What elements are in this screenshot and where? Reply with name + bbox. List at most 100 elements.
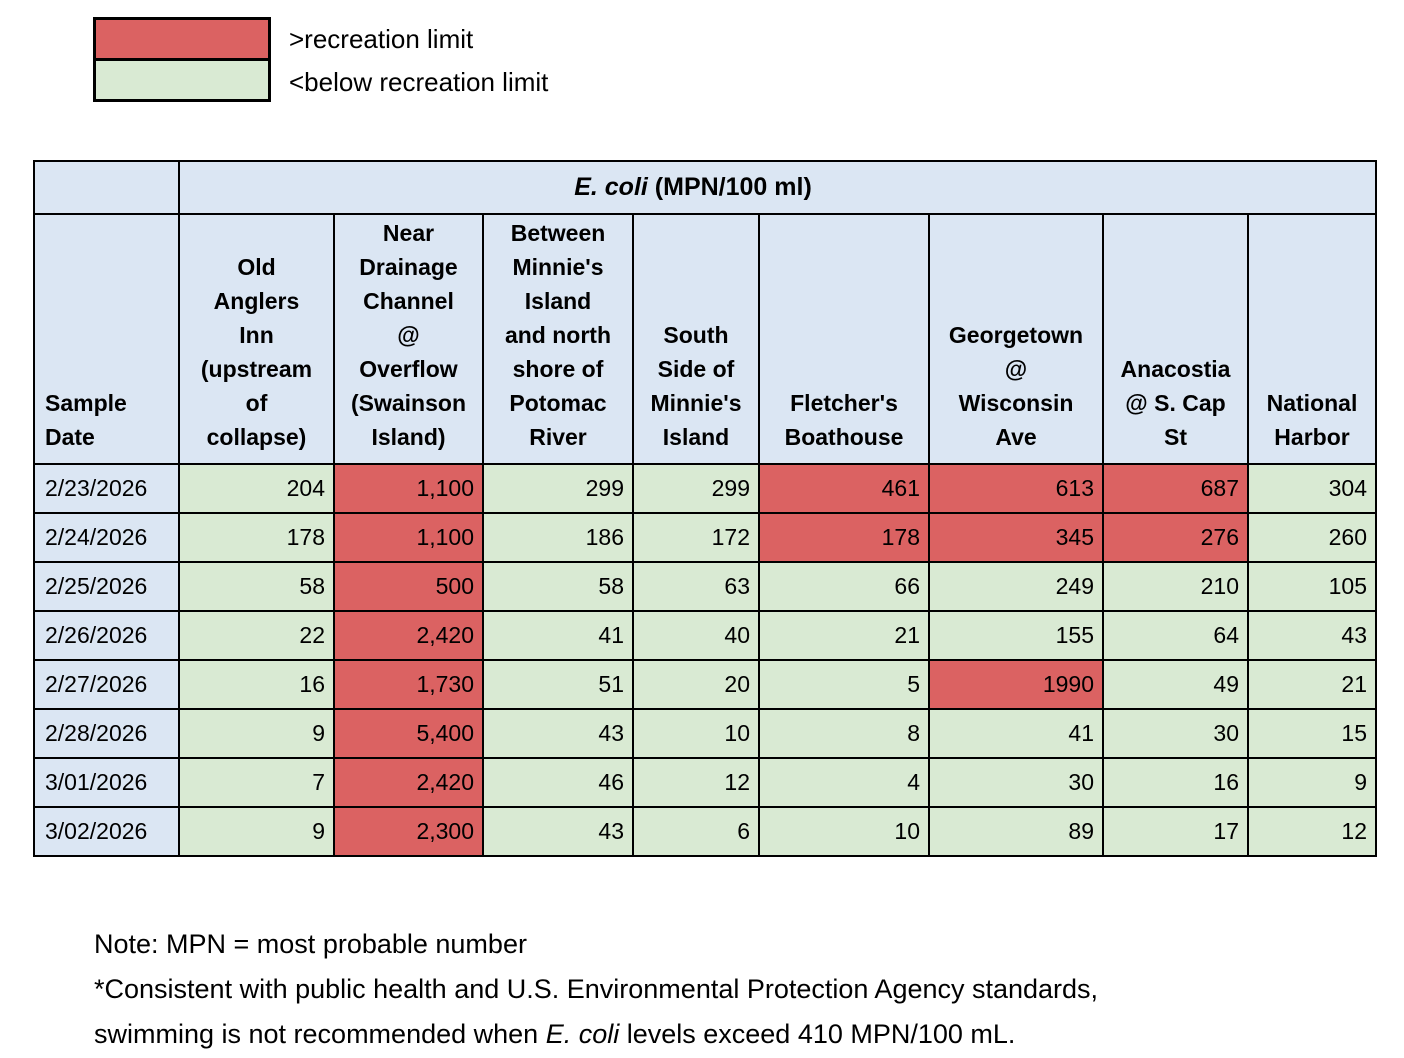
above-limit-label: >recreation limit xyxy=(289,24,474,54)
value-cell: 9 xyxy=(1247,757,1377,808)
value-cell: 2,420 xyxy=(333,610,484,661)
note-epa-standard-line2: swimming is not recommended when E. coli… xyxy=(94,1019,1016,1049)
value-cell: 461 xyxy=(758,463,930,514)
value-cell: 16 xyxy=(1102,757,1249,808)
value-cell: 260 xyxy=(1247,512,1377,563)
value-cell: 178 xyxy=(758,512,930,563)
value-cell: 9 xyxy=(178,708,335,759)
site-header-4: Fletcher's Boathouse xyxy=(758,213,930,465)
value-cell: 41 xyxy=(928,708,1104,759)
value-cell: 276 xyxy=(1102,512,1249,563)
value-cell: 43 xyxy=(1247,610,1377,661)
value-cell: 1990 xyxy=(928,659,1104,710)
table-row: 2/26/2026 22 2,420 41 40 21 155 64 43 xyxy=(33,610,1377,661)
sample-date-cell: 2/26/2026 xyxy=(33,610,180,661)
value-cell: 58 xyxy=(178,561,335,612)
table-row: 3/02/2026 9 2,300 43 6 10 89 17 12 xyxy=(33,806,1377,857)
note-mpn-definition: Note: MPN = most probable number xyxy=(94,929,527,959)
sample-date-cell: 3/02/2026 xyxy=(33,806,180,857)
value-cell: 49 xyxy=(1102,659,1249,710)
note-epa-standard-line1: *Consistent with public health and U.S. … xyxy=(94,974,1099,1004)
ecoli-data-grid: E. coli (MPN/100 ml) Sample Date Old Angle… xyxy=(33,160,1377,857)
value-cell: 500 xyxy=(333,561,484,612)
value-cell: 51 xyxy=(482,659,634,710)
value-cell: 66 xyxy=(758,561,930,612)
value-cell: 20 xyxy=(632,659,760,710)
value-cell: 12 xyxy=(632,757,760,808)
value-cell: 178 xyxy=(178,512,335,563)
ecoli-table: E. coli (MPN/100 ml) Sample Date Old Angle… xyxy=(33,160,1377,857)
value-cell: 249 xyxy=(928,561,1104,612)
value-cell: 1,100 xyxy=(333,512,484,563)
table-row: 3/01/2026 7 2,420 46 12 4 30 16 9 xyxy=(33,757,1377,808)
value-cell: 12 xyxy=(1247,806,1377,857)
table-row: 2/25/2026 58 500 58 63 66 249 210 105 xyxy=(33,561,1377,612)
value-cell: 43 xyxy=(482,708,634,759)
below-limit-swatch xyxy=(93,58,271,102)
value-cell: 22 xyxy=(178,610,335,661)
table-title: E. coli (MPN/100 ml) xyxy=(178,160,1377,215)
value-cell: 10 xyxy=(632,708,760,759)
legend-item-above-limit: >recreation limit xyxy=(93,17,548,61)
value-cell: 15 xyxy=(1247,708,1377,759)
value-cell: 30 xyxy=(1102,708,1249,759)
value-cell: 155 xyxy=(928,610,1104,661)
sample-date-cell: 3/01/2026 xyxy=(33,757,180,808)
table-row: 2/24/2026 178 1,100 186 172 178 345 276 260 xyxy=(33,512,1377,563)
sample-date-cell: 2/28/2026 xyxy=(33,708,180,759)
value-cell: 46 xyxy=(482,757,634,808)
sample-date-cell: 2/23/2026 xyxy=(33,463,180,514)
site-header-3: South Side of Minnie's Island xyxy=(632,213,760,465)
value-cell: 345 xyxy=(928,512,1104,563)
value-cell: 63 xyxy=(632,561,760,612)
value-cell: 16 xyxy=(178,659,335,710)
site-header-0: Old Anglers Inn (upstream of collapse) xyxy=(178,213,335,465)
value-cell: 9 xyxy=(178,806,335,857)
value-cell: 30 xyxy=(928,757,1104,808)
value-cell: 105 xyxy=(1247,561,1377,612)
corner-blank-cell xyxy=(33,160,180,215)
value-cell: 186 xyxy=(482,512,634,563)
value-cell: 64 xyxy=(1102,610,1249,661)
legend-item-below-limit: <below recreation limit xyxy=(93,58,549,102)
value-cell: 210 xyxy=(1102,561,1249,612)
site-header-5: Georgetown @ Wisconsin Ave xyxy=(928,213,1104,465)
value-cell: 58 xyxy=(482,561,634,612)
value-cell: 21 xyxy=(758,610,930,661)
value-cell: 4 xyxy=(758,757,930,808)
legend: >recreation limit <below recreation limi… xyxy=(93,17,548,102)
value-cell: 204 xyxy=(178,463,335,514)
value-cell: 5,400 xyxy=(333,708,484,759)
sample-date-cell: 2/25/2026 xyxy=(33,561,180,612)
table-row: 2/23/2026 204 1,100 299 299 461 613 687 304 xyxy=(33,463,1377,514)
value-cell: 299 xyxy=(482,463,634,514)
value-cell: 1,100 xyxy=(333,463,484,514)
value-cell: 5 xyxy=(758,659,930,710)
table-row: 2/27/2026 16 1,730 51 20 5 1990 49 21 xyxy=(33,659,1377,710)
table-row: 2/28/2026 9 5,400 43 10 8 41 30 15 xyxy=(33,708,1377,759)
value-cell: 1,730 xyxy=(333,659,484,710)
sample-date-cell: 2/27/2026 xyxy=(33,659,180,710)
sample-date-header: Sample Date xyxy=(33,213,180,465)
value-cell: 2,300 xyxy=(333,806,484,857)
value-cell: 21 xyxy=(1247,659,1377,710)
value-cell: 2,420 xyxy=(333,757,484,808)
value-cell: 43 xyxy=(482,806,634,857)
value-cell: 8 xyxy=(758,708,930,759)
value-cell: 172 xyxy=(632,512,760,563)
below-limit-label: <below recreation limit xyxy=(289,66,549,97)
value-cell: 10 xyxy=(758,806,930,857)
value-cell: 299 xyxy=(632,463,760,514)
above-limit-swatch xyxy=(93,17,271,61)
value-cell: 41 xyxy=(482,610,634,661)
value-cell: 7 xyxy=(178,757,335,808)
site-header-7: National Harbor xyxy=(1247,213,1377,465)
value-cell: 89 xyxy=(928,806,1104,857)
value-cell: 687 xyxy=(1102,463,1249,514)
value-cell: 613 xyxy=(928,463,1104,514)
value-cell: 6 xyxy=(632,806,760,857)
site-header-6: Anacostia @ S. Cap St xyxy=(1102,213,1249,465)
table-title-units: (MPN/100 ml) xyxy=(647,173,812,201)
value-cell: 40 xyxy=(632,610,760,661)
site-header-1: Near Drainage Channel @ Overflow (Swains… xyxy=(333,213,484,465)
